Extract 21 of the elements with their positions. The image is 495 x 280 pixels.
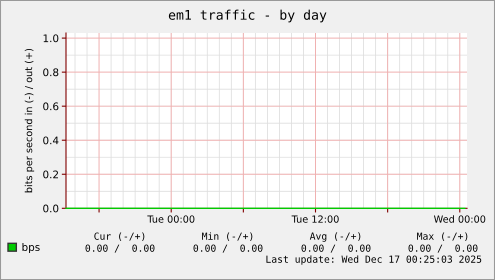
legend-label: bps [22,242,40,254]
text: Last update: Wed Dec 17 00:25:03 2025 [266,255,482,265]
y-axis-title: bits per second in (-) / out (+) [24,48,34,192]
y-tick-label: 0.8 [43,68,58,76]
y-tick-label: 0.6 [43,102,58,110]
y-tick-label: 0.0 [43,204,58,212]
x-tick-label: Wed 00:00 [434,215,486,223]
y-tick-label: 0.4 [43,136,58,144]
text: Cur (-/+) [94,232,144,241]
text: 0.00 / 0.00 [86,244,154,253]
text: Avg (-/+) [310,232,360,242]
x-tick-label: Tue 00:00 [147,215,194,223]
y-tick-label: 0.2 [43,170,58,178]
text: Max (-/+) [417,232,468,241]
chart-title: em1 traffic - by day [168,10,326,22]
text: Min (-/+) [202,232,252,241]
x-tick-label: Tue 12:00 [292,215,339,223]
y-tick-label: 1.0 [44,34,58,42]
text: 0.00 / 0.00 [302,244,370,253]
text: 0.00 / 0.00 [408,244,478,253]
text: 0.00 / 0.00 [194,244,262,253]
